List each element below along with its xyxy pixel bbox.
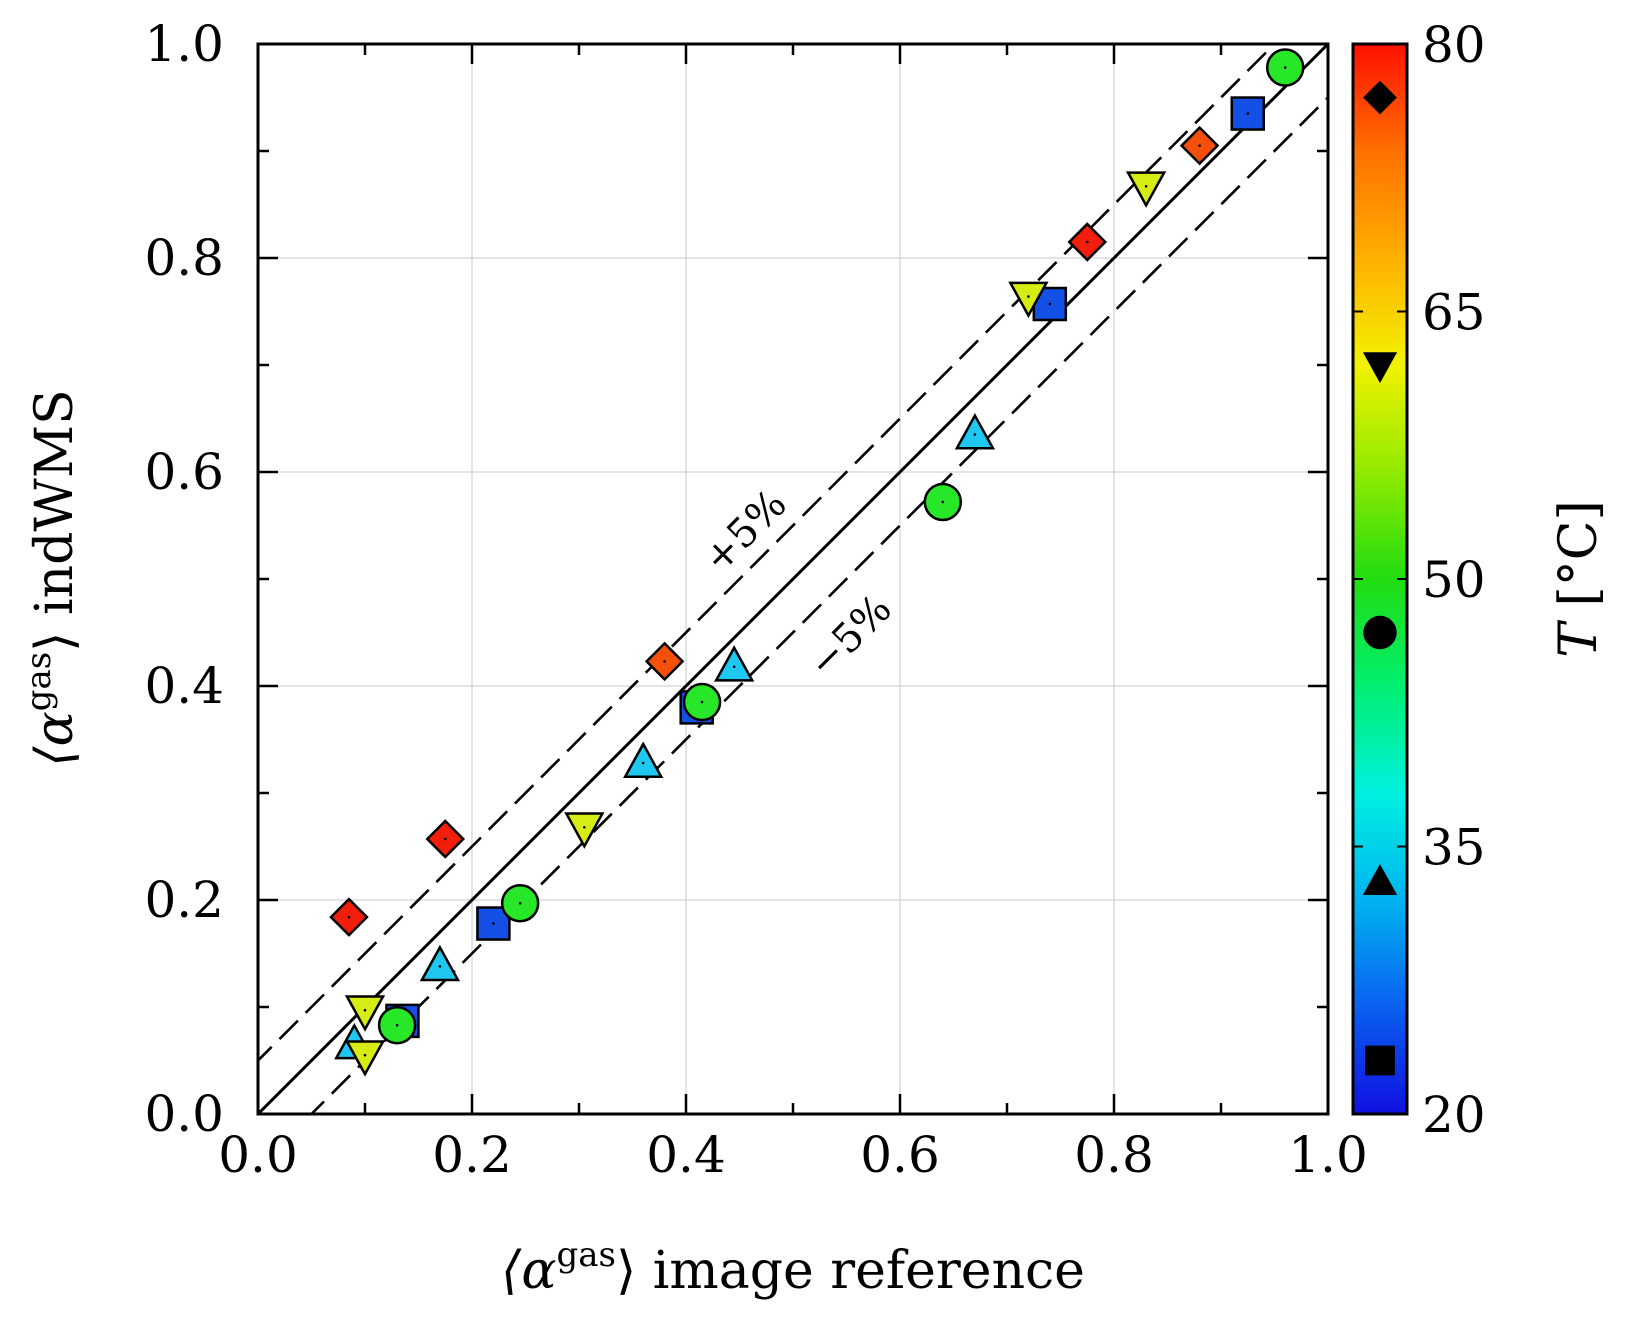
reference-lines	[258, 44, 1328, 1114]
y-tick-label: 0.0	[144, 1085, 224, 1143]
data-point-center-dot	[663, 660, 666, 663]
colorbar-label: T [°C]	[1549, 500, 1609, 658]
y-tick-label: 0.6	[144, 443, 224, 501]
data-point-center-dot	[1027, 295, 1030, 298]
colorbar-marker-triangle-down	[1362, 352, 1398, 384]
x-tick-label: 1.0	[1288, 1126, 1368, 1184]
colorbar-marker-triangle-up	[1362, 864, 1398, 895]
data-point-center-dot	[1144, 185, 1148, 188]
colorbar-tick-label: 80	[1422, 16, 1486, 74]
colorbar-tick-label: 35	[1422, 819, 1486, 877]
minus5-label: −5%	[800, 586, 901, 687]
x-axis-label-suffix: ⟩ image reference	[616, 1241, 1085, 1301]
data-point-triangle-down	[344, 995, 386, 1032]
reference-line-plus5	[258, 44, 1277, 1063]
data-point-center-dot	[641, 761, 645, 765]
y-tick-label: 0.2	[144, 871, 224, 929]
x-tick-label: 0.0	[218, 1126, 298, 1184]
data-point-triangle-up	[623, 741, 664, 778]
data-point-triangle-up	[419, 944, 461, 982]
data-point-center-dot	[347, 915, 351, 919]
reference-line-minus5	[309, 95, 1328, 1114]
plus5-label: +5%	[695, 481, 796, 582]
colorbar-tick-label: 50	[1422, 551, 1486, 609]
tick-labels: 0.0 0.2 0.4 0.6 0.8 1.0 0.0 0.2 0.4 0.6 0.8 1.0	[144, 15, 1367, 1184]
data-point-center-dot	[1198, 144, 1201, 147]
data-point-center-dot	[1283, 66, 1287, 69]
x-axis-label-sup: gas	[556, 1235, 615, 1275]
data-point-center-dot	[583, 825, 586, 829]
data-point-triangle-down	[1008, 281, 1049, 319]
data-point-center-dot	[443, 837, 447, 841]
data-point-center-dot	[395, 1023, 399, 1027]
x-tick-label: 0.8	[1074, 1126, 1154, 1184]
data-point-center-dot	[363, 1008, 367, 1012]
colorbar-tick-label: 20	[1422, 1086, 1486, 1144]
colorbar-ticks: 20 35 50 65 80	[1353, 16, 1486, 1144]
x-tick-label: 0.6	[860, 1126, 940, 1184]
x-tick-label: 0.2	[432, 1126, 512, 1184]
x-axis-label: ⟨αgas⟩ image reference	[501, 1235, 1085, 1301]
colorbar-label-unit: [°C]	[1549, 500, 1609, 606]
data-point-center-dot	[492, 922, 495, 925]
data-points	[329, 48, 1305, 1077]
data-point-center-dot	[700, 700, 704, 704]
colorbar-marker-square	[1365, 1045, 1395, 1076]
colorbar-label-var: T	[1549, 620, 1609, 658]
data-point-triangle-down	[1125, 171, 1167, 208]
data-point-center-dot	[1246, 112, 1250, 115]
axis-ticks	[256, 42, 1330, 1116]
y-axis-label-prefix: ⟨α	[25, 711, 85, 766]
data-point-triangle-up	[954, 412, 996, 450]
grid	[258, 44, 1328, 1114]
x-tick-label: 0.4	[646, 1126, 726, 1184]
data-point-triangle-down	[344, 1040, 386, 1077]
y-tick-label: 1.0	[144, 15, 224, 73]
data-point-center-dot	[1085, 240, 1089, 244]
data-point-triangle-down	[564, 812, 605, 849]
data-point-triangle-up	[713, 645, 755, 682]
data-point-center-dot	[438, 965, 442, 968]
y-axis-label-sup: gas	[19, 652, 59, 711]
data-point-center-dot	[1048, 302, 1052, 306]
colorbar-markers	[1362, 80, 1398, 1076]
y-axis-label-suffix: ⟩ indWMS	[25, 389, 85, 652]
data-point-center-dot	[518, 901, 522, 905]
x-axis-label-prefix: ⟨α	[501, 1241, 556, 1301]
data-point-center-dot	[363, 1053, 367, 1057]
reference-line-identity	[258, 44, 1328, 1114]
y-tick-label: 0.8	[144, 229, 224, 287]
colorbar-marker-circle	[1363, 615, 1397, 650]
colorbar-tick-label: 65	[1422, 284, 1486, 342]
y-axis-label: ⟨αgas⟩ indWMS	[19, 389, 85, 766]
data-point-center-dot	[941, 500, 945, 504]
colorbar-marker-diamond	[1363, 80, 1397, 115]
y-tick-label: 0.4	[144, 657, 224, 715]
data-point-center-dot	[732, 665, 736, 669]
colorbar-label-space	[1549, 607, 1609, 624]
data-point-center-dot	[973, 433, 977, 436]
